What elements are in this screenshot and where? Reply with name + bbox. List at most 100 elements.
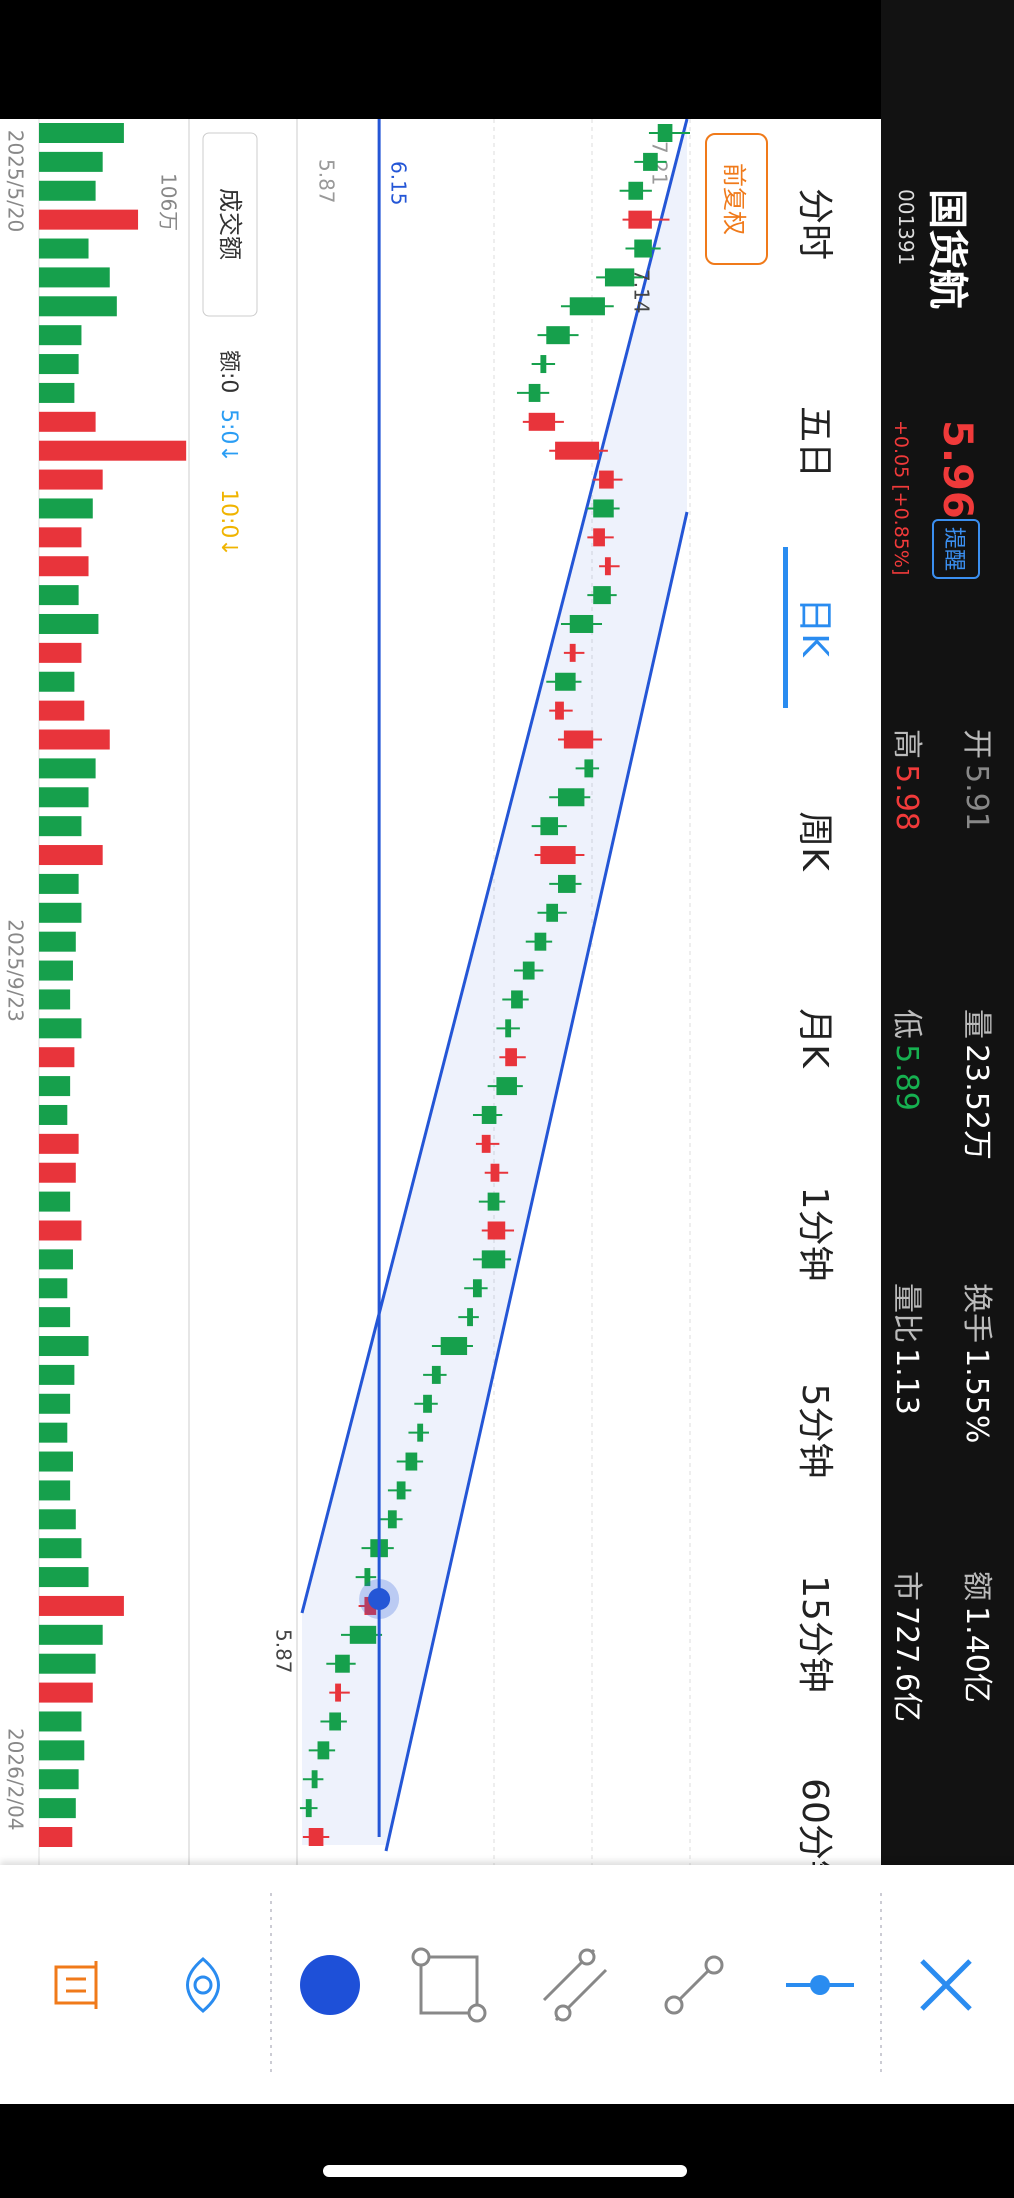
volume-bar bbox=[39, 700, 85, 721]
candle-body bbox=[555, 441, 600, 460]
candle-body bbox=[405, 1452, 418, 1471]
candle-body bbox=[349, 1625, 377, 1644]
line-tool[interactable] bbox=[664, 1955, 724, 2015]
volume-bar bbox=[39, 1307, 71, 1328]
candle-body bbox=[569, 614, 594, 633]
volume-bar bbox=[38, 440, 187, 461]
candle-body bbox=[481, 1105, 497, 1124]
tab[interactable]: 日K bbox=[794, 597, 835, 657]
candle-body bbox=[308, 1828, 324, 1846]
candle-body bbox=[467, 1308, 473, 1327]
stat-label: 量比 bbox=[889, 1283, 924, 1343]
candle-body bbox=[505, 1048, 517, 1067]
stat-label: 换手 bbox=[959, 1283, 994, 1343]
tab[interactable]: 5分钟 bbox=[794, 1383, 835, 1479]
remind-button[interactable]: 提醒 bbox=[932, 519, 980, 580]
candle-body bbox=[593, 499, 614, 518]
x-tick-label: 2025/5/20 bbox=[4, 130, 28, 233]
volume-bar bbox=[38, 1653, 96, 1674]
line-handle bbox=[368, 1588, 391, 1610]
candle-body bbox=[643, 152, 658, 171]
tab[interactable]: 五日 bbox=[794, 405, 835, 479]
trend-line[interactable] bbox=[300, 119, 689, 1614]
volume-bar bbox=[39, 238, 89, 259]
candle-body bbox=[569, 297, 605, 316]
candle-body bbox=[335, 1683, 341, 1702]
candle-body bbox=[569, 643, 576, 662]
close-icon[interactable] bbox=[920, 1959, 972, 2011]
candle-body bbox=[604, 268, 635, 287]
tab[interactable]: 周K bbox=[794, 811, 835, 871]
color-tool[interactable] bbox=[300, 1955, 360, 2015]
trend-line[interactable] bbox=[384, 511, 689, 1852]
stat-value: 5.91 bbox=[959, 764, 994, 831]
volume-bar bbox=[39, 989, 71, 1010]
horizontal-line-tool[interactable] bbox=[786, 1975, 854, 1995]
volume-bar bbox=[39, 1336, 89, 1357]
price-line-label: 6.15 bbox=[387, 161, 411, 206]
channel-fill bbox=[302, 119, 687, 1845]
tab[interactable]: 月K bbox=[794, 1008, 835, 1068]
volume-bar bbox=[39, 556, 89, 577]
candle-body bbox=[505, 1019, 512, 1038]
volume-bar bbox=[39, 1624, 103, 1645]
candle-body bbox=[555, 672, 576, 691]
candle-body bbox=[628, 181, 644, 200]
delete-icon[interactable] bbox=[54, 1961, 98, 2009]
eye-icon[interactable] bbox=[186, 1957, 220, 2013]
volume-bar bbox=[38, 1104, 68, 1125]
candle-body bbox=[528, 412, 556, 431]
volume-bar bbox=[38, 613, 99, 634]
volume-bar bbox=[39, 931, 76, 952]
volume-bar bbox=[38, 123, 124, 143]
volume-bar bbox=[39, 1076, 71, 1097]
candle-body bbox=[558, 874, 576, 893]
candle-body bbox=[540, 355, 547, 374]
stat-label: 开 bbox=[959, 729, 994, 759]
volume-bar bbox=[38, 1538, 82, 1559]
volume-bar bbox=[39, 1364, 75, 1385]
volume-bar bbox=[38, 1220, 82, 1241]
parallel-tool[interactable] bbox=[542, 1948, 608, 2022]
candle-body bbox=[396, 1481, 406, 1500]
volume-bar bbox=[38, 354, 79, 375]
stat: 开 5.91 bbox=[958, 729, 1002, 831]
volume-bar bbox=[39, 469, 103, 490]
stock-name: 国货航 bbox=[924, 189, 970, 309]
candle-body bbox=[472, 1279, 482, 1298]
stat-value: 5.89 bbox=[889, 1044, 924, 1111]
ma-text: 5:0↓ bbox=[216, 409, 241, 463]
nav-strip bbox=[0, 2104, 1014, 2198]
volume-label[interactable]: 成交额 bbox=[216, 188, 244, 260]
candle-body bbox=[487, 1221, 506, 1240]
stat-value: 1.55% bbox=[959, 1348, 994, 1444]
stat: 额 1.40亿 bbox=[958, 1571, 1002, 1703]
volume-bar bbox=[39, 1740, 85, 1761]
tab[interactable]: 15分钟 bbox=[794, 1575, 835, 1693]
stat: 高 5.98 bbox=[888, 729, 932, 831]
candle-body bbox=[628, 210, 652, 229]
volume-bar bbox=[39, 1827, 73, 1847]
candle-body bbox=[364, 1568, 371, 1587]
rect-tool[interactable] bbox=[411, 1947, 487, 2023]
stock-code: 001391 bbox=[894, 189, 918, 266]
candle-body bbox=[311, 1770, 318, 1789]
stat: 量 23.52万 bbox=[958, 1009, 1002, 1160]
candle-body bbox=[593, 586, 611, 605]
candle-body bbox=[604, 557, 611, 576]
volume-bar bbox=[38, 1133, 79, 1154]
volume-bar bbox=[38, 267, 110, 288]
candle-body bbox=[522, 961, 535, 980]
volume-bar bbox=[38, 585, 79, 606]
candle-body bbox=[546, 326, 570, 345]
volume-button[interactable] bbox=[202, 132, 258, 317]
stat-value: 727.6亿 bbox=[889, 1606, 924, 1722]
volume-bar bbox=[38, 527, 82, 548]
tab[interactable]: 分时 bbox=[794, 187, 835, 261]
tab[interactable]: 1分钟 bbox=[794, 1186, 835, 1282]
toolbar-icons bbox=[54, 1893, 972, 2076]
candle-body bbox=[440, 1337, 468, 1356]
candle-body bbox=[584, 759, 594, 778]
volume-bar bbox=[39, 1509, 76, 1530]
x-tick-label: 2026/2/04 bbox=[4, 1728, 28, 1831]
